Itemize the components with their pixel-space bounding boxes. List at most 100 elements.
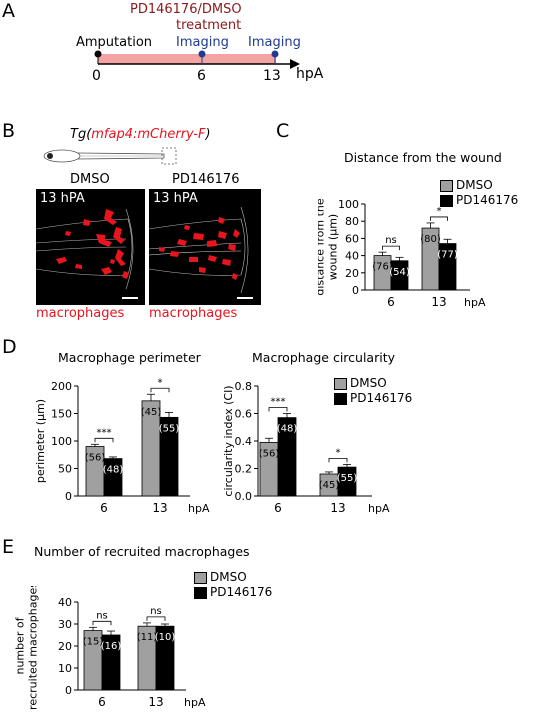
chart-title-circularity: Macrophage circularity bbox=[252, 350, 395, 365]
significance-label: ns bbox=[96, 610, 108, 621]
y-tick-label: 100 bbox=[338, 198, 359, 211]
n-label: (55) bbox=[159, 423, 180, 434]
y-tick-label: 0.8 bbox=[235, 380, 253, 393]
legend-c: DMSO PD146176 bbox=[440, 178, 518, 208]
legend-swatch-dmso-c bbox=[440, 180, 453, 192]
treatment-bar bbox=[98, 54, 276, 64]
chart-recruited-body: 0 10 20 30 40 number of recruited macrophages (… bbox=[14, 586, 206, 710]
significance-label: * bbox=[158, 378, 163, 388]
micrograph-pd: 13 hPA bbox=[149, 189, 261, 305]
x-tick-label: 6 bbox=[274, 501, 282, 515]
y-tick-label: 30 bbox=[58, 618, 72, 631]
n-label: (11) bbox=[137, 632, 158, 643]
chart-title-distance: Distance from the wound bbox=[344, 150, 502, 165]
chart-perimeter: 0 50 100 150 200 perimeter (μm) (56)(48) *** 6 (4… bbox=[34, 378, 210, 515]
x-unit-label: hpA bbox=[184, 696, 206, 709]
larva-schematic bbox=[43, 147, 177, 165]
bar-pd-13 bbox=[159, 416, 179, 497]
chart-perimeter-body: 0 50 100 150 200 perimeter (μm) (56)(48) *** 6 (4… bbox=[34, 378, 210, 515]
tick-label-0: 0 bbox=[92, 68, 101, 84]
y-axis-label: wound (μm) bbox=[327, 214, 340, 280]
legend-label-dmso-e: DMSO bbox=[210, 570, 247, 584]
bar-pd-13 bbox=[155, 625, 175, 691]
x-tick-label: 6 bbox=[100, 501, 108, 515]
imaging-label-13: Imaging bbox=[248, 35, 301, 50]
imaging-label-6: Imaging bbox=[176, 35, 229, 50]
legend-item-dmso-c: DMSO bbox=[440, 178, 518, 193]
y-axis-label: number of bbox=[14, 616, 27, 674]
n-label: (56) bbox=[85, 453, 106, 464]
legend-swatch-pd-e bbox=[194, 587, 207, 599]
x-tick-label: 13 bbox=[431, 295, 446, 309]
significance-bracket bbox=[328, 457, 348, 463]
y-axis-label: distance from the bbox=[318, 198, 327, 295]
chart-recruited: 0 10 20 30 40 number of recruited macrophages (… bbox=[14, 586, 206, 710]
significance-bracket bbox=[268, 407, 288, 412]
legend-swatch-dmso-d bbox=[334, 378, 347, 390]
transgene-suffix: ) bbox=[205, 127, 211, 142]
n-label: (48) bbox=[277, 424, 298, 435]
y-tick-label: 40 bbox=[345, 250, 359, 263]
panel-label-c: C bbox=[276, 120, 290, 142]
micrograph-dmso: 13 hPA bbox=[36, 189, 145, 305]
y-tick-label: 10 bbox=[58, 662, 72, 675]
legend-label-dmso-d: DMSO bbox=[350, 376, 387, 390]
significance-bracket bbox=[94, 437, 114, 443]
n-label: (55) bbox=[337, 473, 358, 484]
y-tick-label: 0 bbox=[65, 490, 72, 503]
significance-bracket bbox=[146, 616, 166, 621]
significance-label: * bbox=[437, 206, 442, 217]
pd-label: PD146176 bbox=[172, 172, 240, 187]
cell-label-dmso: macrophages bbox=[36, 306, 125, 321]
legend-item-dmso-d: DMSO bbox=[334, 376, 412, 391]
y-tick-label: 20 bbox=[58, 640, 72, 653]
n-label: (48) bbox=[103, 465, 124, 476]
n-label: (45) bbox=[319, 480, 340, 491]
timeline-unit: hpA bbox=[296, 66, 324, 82]
y-tick-label: 100 bbox=[51, 435, 72, 448]
significance-label: *** bbox=[271, 397, 286, 408]
scale-bar-pd bbox=[237, 297, 253, 299]
y-tick-label: 150 bbox=[51, 408, 72, 421]
n-label: (56) bbox=[259, 448, 280, 459]
legend-e: DMSO PD146176 bbox=[194, 570, 272, 600]
legend-label-pd-d: PD146176 bbox=[350, 391, 413, 405]
panel-label-d: D bbox=[2, 336, 17, 358]
y-tick-label: 40 bbox=[58, 596, 72, 609]
significance-label: ns bbox=[385, 235, 397, 246]
y-tick-label: 50 bbox=[58, 463, 72, 476]
n-label: (80) bbox=[420, 234, 441, 245]
x-tick-label: 13 bbox=[330, 501, 345, 515]
panel-label-a: A bbox=[2, 0, 15, 22]
x-tick-label: 13 bbox=[152, 501, 167, 515]
treatment-label-2: treatment bbox=[176, 18, 242, 33]
y-tick-label: 0.0 bbox=[235, 490, 253, 503]
timeline-axis bbox=[94, 50, 300, 69]
x-unit-label: hpA bbox=[368, 502, 390, 515]
chart-title-perimeter: Macrophage perimeter bbox=[58, 350, 201, 365]
scale-bar-dmso bbox=[122, 297, 138, 299]
dmso-label: DMSO bbox=[70, 172, 110, 187]
legend-item-pd-c: PD146176 bbox=[440, 193, 518, 208]
timeline: PD146176/DMSO treatment Amputation Imagi… bbox=[60, 0, 360, 90]
y-axis-label: recruited macrophages bbox=[27, 586, 40, 710]
x-unit-label: hpA bbox=[188, 502, 210, 515]
n-label: (10) bbox=[155, 632, 176, 643]
legend-label-pd-c: PD146176 bbox=[456, 193, 519, 207]
transgene-name: mfap4:mCherry-F bbox=[91, 127, 206, 142]
n-label: (16) bbox=[101, 641, 122, 652]
legend-item-pd-e: PD146176 bbox=[194, 585, 272, 600]
legend-label-pd-e: PD146176 bbox=[210, 585, 273, 599]
amputation-label: Amputation bbox=[76, 35, 153, 50]
legend-label-dmso-c: DMSO bbox=[456, 178, 493, 192]
significance-bracket bbox=[150, 387, 170, 393]
n-label: (15) bbox=[83, 637, 104, 648]
y-axis-label: circularity index (CI) bbox=[222, 385, 235, 496]
y-tick-label: 20 bbox=[345, 267, 359, 280]
legend-item-pd-d: PD146176 bbox=[334, 391, 412, 406]
significance-label: ns bbox=[150, 606, 162, 617]
